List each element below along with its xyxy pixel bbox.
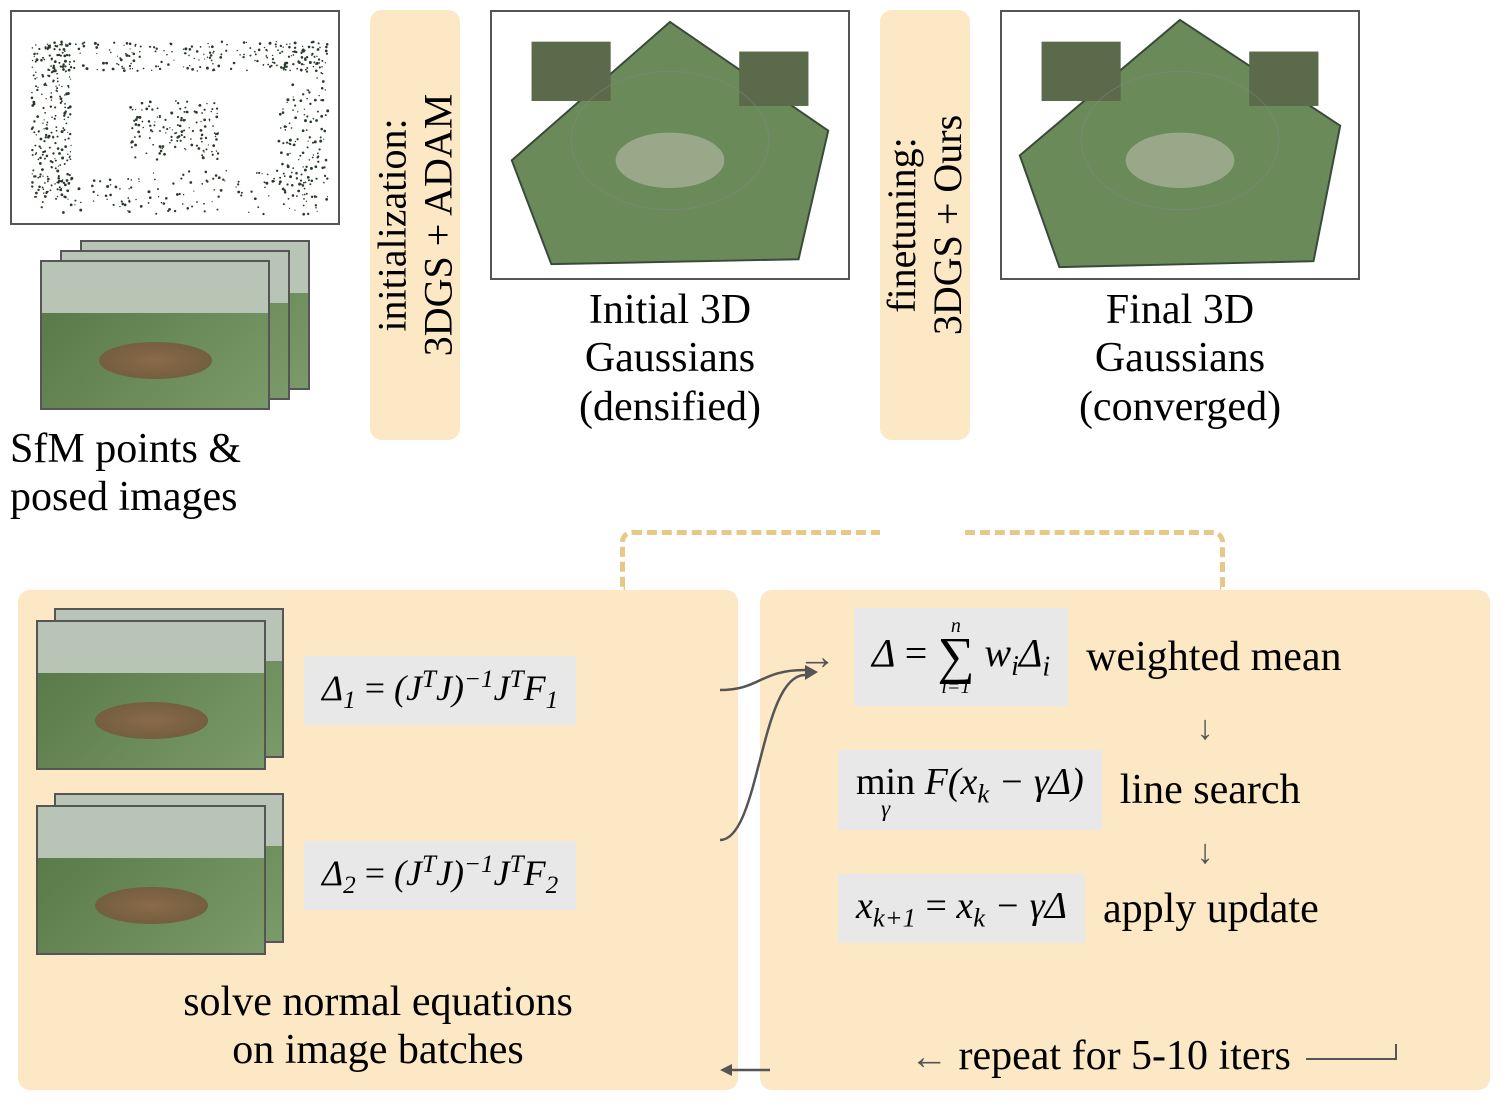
point-cloud-svg — [12, 12, 338, 224]
initial-gaussians-label: Initial 3DGaussians(densified) — [490, 286, 850, 431]
batch-row-1: Δ1 = (JTJ)−1JTF1 — [36, 608, 720, 773]
weighted-mean-step: → Δ = n∑i=1 wiΔi weighted mean — [798, 608, 1472, 706]
eq-weighted-mean: Δ = n∑i=1 wiΔi — [854, 608, 1068, 706]
arrow-in-icon: → — [798, 635, 836, 679]
repeat-text: repeat for 5-10 iters — [959, 1033, 1291, 1079]
line-search-step: minγ F(xk − γΔ) line search — [838, 750, 1472, 830]
batch-row-2: Δ2 = (JTJ)−1JTF2 — [36, 793, 720, 958]
final-gaussians-label: Final 3DGaussians(converged) — [1000, 286, 1360, 431]
sfm-point-cloud-image — [10, 10, 340, 225]
batch-image — [36, 620, 266, 770]
final-gaussians-image — [1000, 10, 1360, 280]
normal-equations-panel: Δ1 = (JTJ)−1JTF1 Δ2 = (JTJ)−1JTF2 solve … — [18, 590, 738, 1090]
repeat-label: ← repeat for 5-10 iters — [910, 1032, 1411, 1080]
top-row: SfM points &posed images initialization:… — [10, 10, 1499, 540]
init-stage-box: initialization:3DGS + ADAM — [370, 10, 460, 440]
line-search-label: line search — [1120, 766, 1301, 814]
weighted-mean-label: weighted mean — [1086, 633, 1341, 681]
repeat-feedback-arrow — [1301, 1039, 1411, 1079]
finetune-stage-label: finetuning:3DGS + Ours — [879, 115, 971, 335]
left-arrow-icon: ← — [910, 1036, 948, 1078]
down-arrow-icon: ↓ — [938, 834, 1472, 872]
down-arrow-icon: ↓ — [938, 710, 1472, 748]
apply-update-step: xk+1 = xk − γΔ apply update — [838, 874, 1472, 944]
finetune-stage-box: finetuning:3DGS + Ours — [880, 10, 970, 440]
init-stage-label: initialization:3DGS + ADAM — [369, 94, 461, 357]
panel-connector-left — [620, 530, 880, 590]
sfm-label: SfM points &posed images — [10, 425, 241, 522]
eq-delta2: Δ2 = (JTJ)−1JTF2 — [304, 841, 576, 910]
batch-images-1 — [36, 608, 286, 773]
panel-connector-right — [965, 530, 1225, 590]
initial-gaussians-image — [490, 10, 850, 280]
update-steps-panel: → Δ = n∑i=1 wiΔi weighted mean ↓ minγ F(… — [760, 590, 1490, 1090]
batch-image — [36, 805, 266, 955]
posed-images-stack — [40, 240, 320, 410]
initial-gaussians-block: Initial 3DGaussians(densified) — [490, 10, 850, 431]
eq-delta1: Δ1 = (JTJ)−1JTF1 — [304, 656, 576, 725]
solve-normal-eq-label: solve normal equationson image batches — [36, 978, 720, 1075]
final-gaussians-block: Final 3DGaussians(converged) — [1000, 10, 1360, 431]
posed-image — [40, 260, 270, 410]
batch-images-2 — [36, 793, 286, 958]
apply-update-label: apply update — [1103, 885, 1319, 933]
sfm-block: SfM points &posed images — [10, 10, 340, 225]
eq-apply-update: xk+1 = xk − γΔ — [838, 874, 1085, 944]
eq-line-search: minγ F(xk − γΔ) — [838, 750, 1102, 830]
